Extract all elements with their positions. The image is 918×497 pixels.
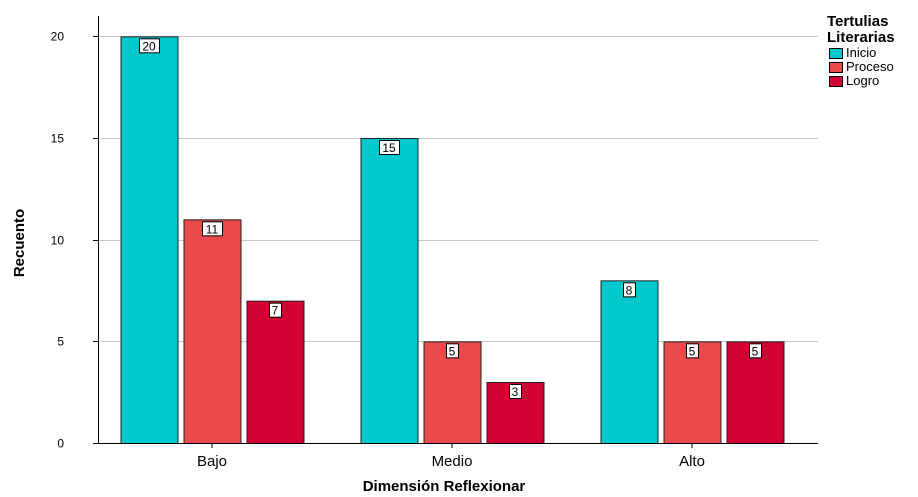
legend-item-inicio: Inicio (829, 46, 917, 60)
data-label: 15 (382, 141, 396, 155)
x-category-label: Alto (679, 453, 705, 470)
bar-logro-bajo (246, 300, 305, 444)
bars-group (120, 36, 785, 445)
bar-logro-alto (726, 341, 785, 445)
y-tick-label: 10 (51, 234, 65, 248)
data-label: 5 (752, 344, 759, 358)
bar-proceso-alto (663, 341, 722, 445)
data-label-box (379, 140, 400, 155)
data-label-box (139, 38, 160, 54)
legend-label: Proceso (846, 59, 894, 74)
legend-title-line-1: Tertulias (827, 13, 889, 30)
data-label-box (509, 384, 522, 399)
legend: Tertulias Literarias Inicio Proceso Logro (827, 14, 917, 88)
x-category-label: Medio (432, 453, 473, 470)
axes (93, 16, 818, 448)
data-label: 11 (206, 222, 219, 236)
y-axis-title: Recuento (11, 209, 28, 277)
data-label: 5 (449, 344, 456, 358)
bar-proceso-medio (423, 341, 482, 445)
legend-item-logro: Logro (829, 74, 917, 88)
y-tick-label: 0 (57, 437, 64, 451)
data-label-box (446, 343, 459, 359)
data-label-box (202, 221, 223, 237)
legend-label: Inicio (846, 45, 877, 60)
data-label: 5 (689, 344, 696, 358)
data-label: 7 (272, 304, 279, 318)
legend-label: Logro (846, 73, 880, 88)
bar-proceso-bajo (183, 219, 242, 444)
data-label: 20 (142, 39, 156, 53)
legend-title: Tertulias Literarias (827, 14, 917, 46)
legend-swatch (829, 75, 843, 87)
data-labels: 20 11 7 15 5 3 8 5 5 (139, 38, 762, 399)
bar-inicio-medio (360, 138, 419, 444)
legend-item-proceso: Proceso (829, 60, 917, 74)
y-tick-labels: 0 5 10 15 20 (51, 30, 65, 451)
legend-title-line-2: Literarias (827, 29, 895, 46)
x-category-label: Bajo (197, 453, 227, 470)
legend-swatch (829, 61, 843, 73)
y-tick-label: 20 (51, 30, 65, 44)
data-label-box (686, 343, 699, 359)
data-label: 8 (626, 283, 633, 297)
data-label-box (269, 302, 282, 318)
legend-items: Inicio Proceso Logro (827, 46, 917, 88)
x-axis-title: Dimensión Reflexionar (363, 478, 526, 495)
data-label-box (749, 343, 762, 359)
bar-inicio-alto (600, 280, 659, 445)
y-tick-label: 15 (51, 132, 65, 146)
bar-inicio-bajo (120, 36, 179, 444)
data-label: 3 (512, 385, 519, 399)
legend-swatch (829, 47, 843, 59)
data-label-box (623, 282, 636, 298)
y-tick-label: 5 (57, 335, 64, 349)
x-category-labels: Bajo Medio Alto (197, 453, 705, 470)
